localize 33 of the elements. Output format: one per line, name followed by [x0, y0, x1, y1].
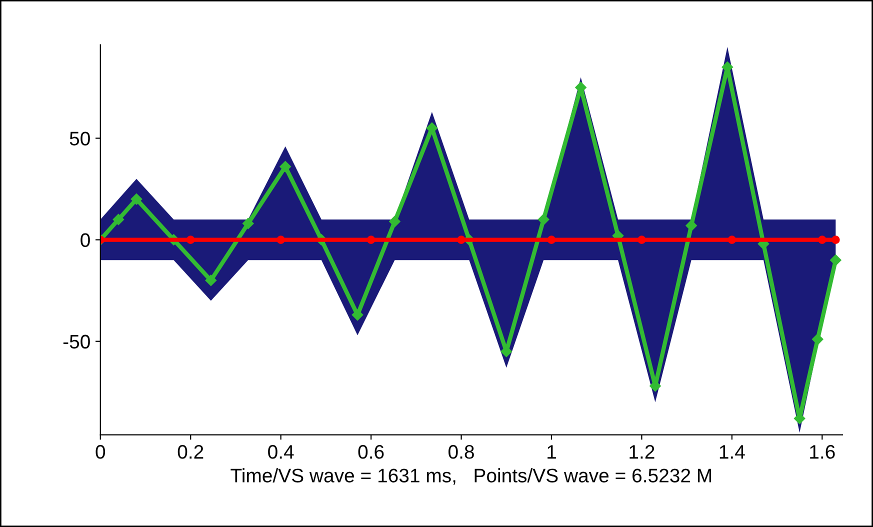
point [276, 236, 285, 244]
point [818, 236, 826, 244]
point [280, 161, 291, 172]
point [830, 254, 842, 266]
point [812, 334, 824, 345]
y-tick-label: 50 [70, 132, 90, 146]
point [242, 218, 254, 230]
point [686, 220, 697, 232]
point [366, 236, 376, 244]
point [389, 216, 400, 228]
point [728, 236, 736, 244]
x-tick-label: 0.2 [178, 445, 204, 459]
x-tick-label: 0 [96, 445, 106, 459]
point [352, 309, 364, 321]
x-tick-label: 0.4 [268, 445, 294, 459]
point [130, 194, 142, 205]
x-tick-label: 0.8 [448, 445, 474, 459]
x-tick-label: 1 [548, 445, 556, 459]
y-tick-label: -50 [63, 334, 90, 349]
point [457, 236, 466, 244]
x-tick-label: 1.6 [810, 445, 835, 459]
point [186, 236, 195, 244]
x-tick-label: 0.6 [358, 445, 384, 459]
point [538, 214, 550, 226]
y-tick-label: 0 [80, 233, 90, 248]
point [205, 274, 217, 286]
x-tick-label: 1.2 [630, 445, 654, 459]
point [112, 214, 124, 226]
point [832, 236, 840, 244]
point [638, 236, 646, 244]
point [547, 236, 556, 244]
x-tick-label: 1.4 [720, 445, 745, 459]
x-axis-title: Time/VS wave = 1631 ms, Points/VS wave = 6.5232 M [230, 468, 712, 485]
